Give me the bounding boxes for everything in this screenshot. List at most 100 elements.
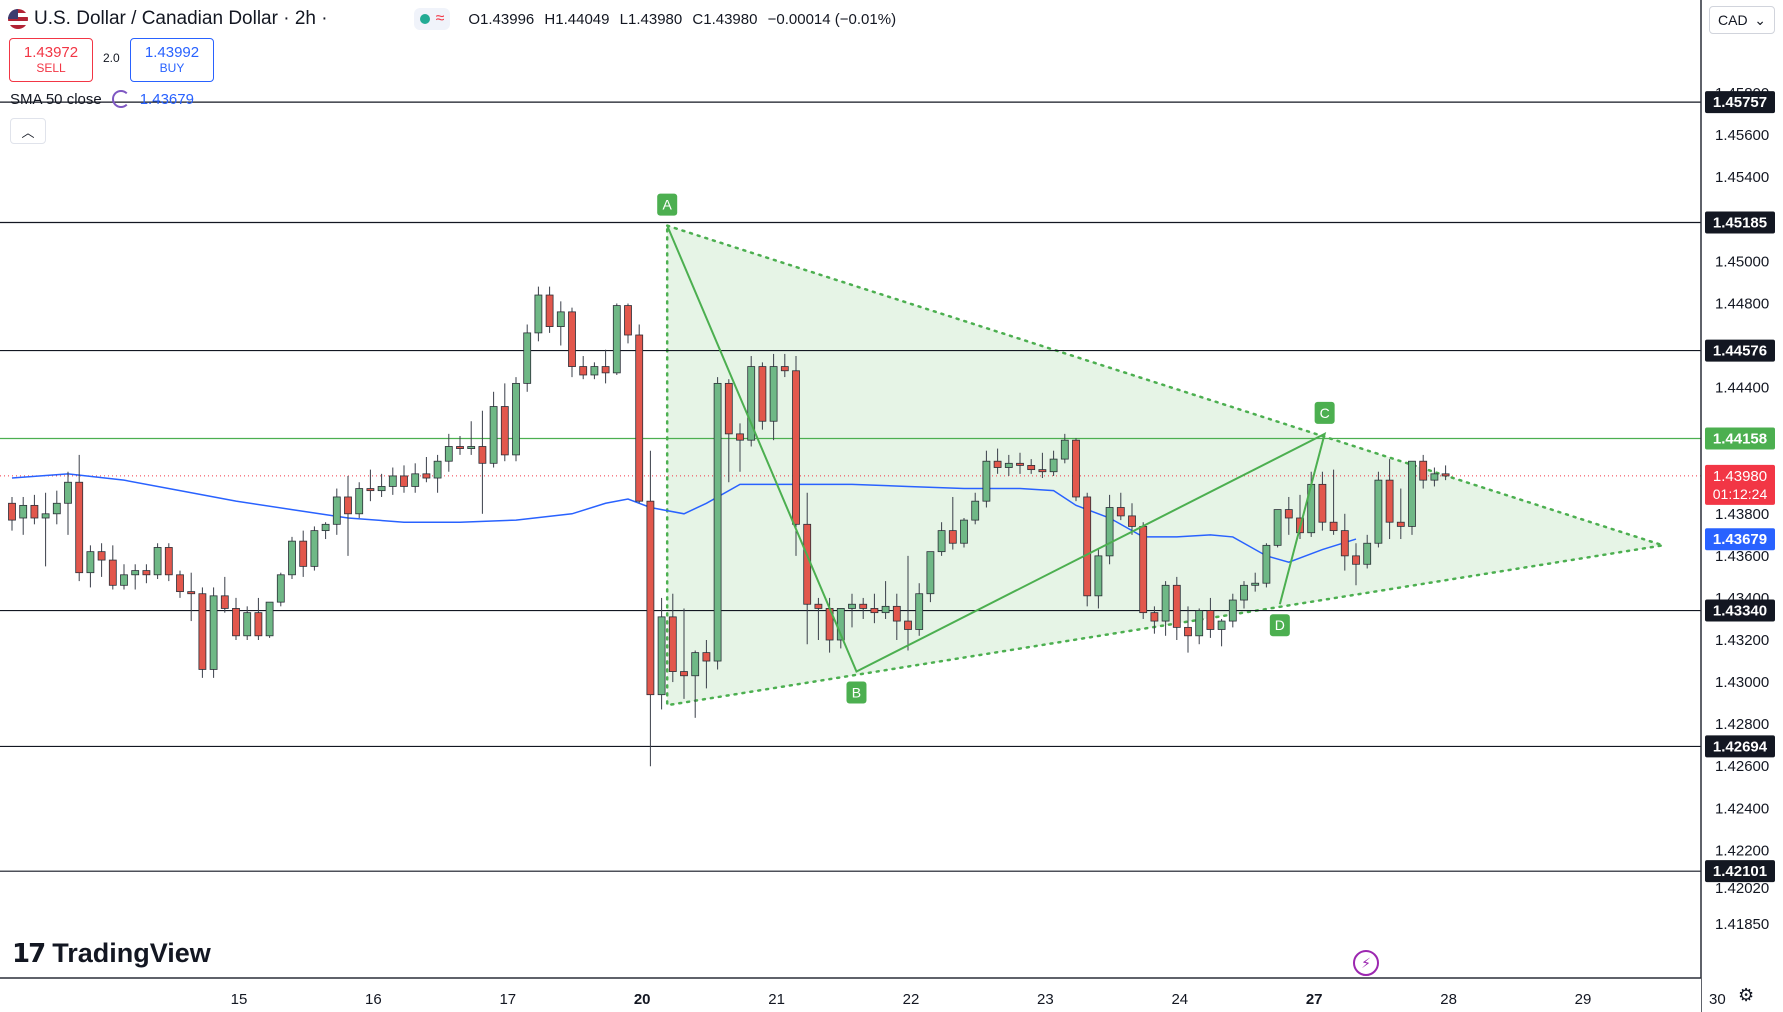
candle-body xyxy=(277,575,284,602)
candle xyxy=(580,356,587,379)
candle xyxy=(445,434,452,472)
buy-label: BUY xyxy=(160,62,185,75)
pattern-point-label: D xyxy=(1275,617,1285,633)
candle-body xyxy=(31,505,38,518)
x-tick-label: 20 xyxy=(634,991,651,1008)
candle xyxy=(233,598,240,640)
y-tick-label: 1.43600 xyxy=(1715,548,1769,565)
candle xyxy=(98,543,105,577)
indicator-value: 1.43679 xyxy=(140,91,194,108)
sell-price: 1.43972 xyxy=(24,45,78,62)
candle xyxy=(434,455,441,493)
level-price-label[interactable]: 1.42694 xyxy=(1705,735,1775,757)
candle-body xyxy=(893,606,900,621)
ohlc-readout: O1.43996 H1.44049 L1.43980 C1.43980 −0.0… xyxy=(468,11,902,28)
candle-body xyxy=(1285,510,1292,518)
candle xyxy=(333,489,340,535)
candle-body xyxy=(569,312,576,367)
candle-body xyxy=(501,407,508,455)
candle-body xyxy=(927,552,934,594)
symbol-title[interactable]: U.S. Dollar / Canadian Dollar · 2h · xyxy=(34,8,328,30)
ohlc-low: L1.43980 xyxy=(620,11,683,28)
candle-body xyxy=(1173,585,1180,627)
candle-body xyxy=(20,505,27,518)
candle-body xyxy=(1151,613,1158,621)
pattern-point-label: A xyxy=(663,197,673,213)
pattern-point-c[interactable]: C xyxy=(1315,402,1335,424)
level-price-label[interactable]: 1.42101 xyxy=(1705,860,1775,882)
candle-body xyxy=(658,617,665,695)
candle xyxy=(613,303,620,375)
candle-body xyxy=(367,489,374,491)
y-tick-label: 1.42600 xyxy=(1715,758,1769,775)
pattern-point-a[interactable]: A xyxy=(657,194,677,216)
collapse-legend-button[interactable]: ︿ xyxy=(10,118,46,144)
candle-body xyxy=(905,621,912,629)
level-price-label-text: 1.45757 xyxy=(1713,94,1767,111)
candle-body xyxy=(300,541,307,566)
candle-body xyxy=(210,596,217,670)
market-status[interactable]: ≈ xyxy=(414,8,451,30)
y-tick-label: 1.41850 xyxy=(1715,916,1769,933)
level-price-label[interactable]: 1.43340 xyxy=(1705,600,1775,622)
candle-body xyxy=(121,575,128,586)
candle-body xyxy=(692,653,699,676)
buy-price: 1.43992 xyxy=(145,45,199,62)
symbol-header[interactable]: U.S. Dollar / Canadian Dollar · 2h · ≈ O… xyxy=(8,6,902,32)
level-price-label-text: 1.44158 xyxy=(1713,430,1767,447)
candle xyxy=(221,577,228,613)
y-tick-label: 1.43200 xyxy=(1715,632,1769,649)
currency-value: CAD xyxy=(1718,12,1748,28)
level-price-label[interactable]: 1.45185 xyxy=(1705,211,1775,233)
candle-body xyxy=(1442,474,1449,476)
countdown-text: 01:12:24 xyxy=(1713,486,1768,502)
sma-price-label[interactable]: 1.43679 xyxy=(1705,528,1775,550)
candle-body xyxy=(457,446,464,448)
chevron-up-icon: ︿ xyxy=(21,122,34,141)
level-price-label[interactable]: 1.44158 xyxy=(1705,427,1775,449)
candle-body xyxy=(849,604,856,608)
candle xyxy=(569,308,576,377)
candle-body xyxy=(1397,522,1404,526)
y-tick-label: 1.42800 xyxy=(1715,716,1769,733)
candle-body xyxy=(1129,516,1136,527)
sell-button[interactable]: 1.43972 SELL xyxy=(9,38,93,82)
candle xyxy=(546,287,553,333)
level-price-label[interactable]: 1.44576 xyxy=(1705,340,1775,362)
candle xyxy=(557,301,564,345)
buy-button[interactable]: 1.43992 BUY xyxy=(130,38,214,82)
tradingview-logo[interactable]: 17 TradingView xyxy=(12,938,211,969)
candle xyxy=(367,470,374,502)
candle-body xyxy=(356,489,363,514)
candle-body xyxy=(770,367,777,422)
candle-body xyxy=(445,446,452,461)
candle xyxy=(658,598,665,709)
candle xyxy=(759,362,766,429)
candle xyxy=(501,383,508,461)
bolt-icon[interactable]: ⚡ xyxy=(1353,950,1379,976)
candle-body xyxy=(804,524,811,604)
x-tick-label: 23 xyxy=(1037,991,1054,1008)
settings-icon[interactable]: ⚙ xyxy=(1738,985,1754,1006)
candle-body xyxy=(109,560,116,585)
candle-body xyxy=(591,367,598,375)
currency-selector[interactable]: CAD ⌄ xyxy=(1709,6,1775,34)
current-price-label[interactable]: 1.4398001:12:24 xyxy=(1705,465,1775,505)
pattern-point-b[interactable]: B xyxy=(846,682,866,704)
candle-body xyxy=(389,476,396,487)
refresh-icon[interactable] xyxy=(112,90,130,108)
pattern-point-d[interactable]: D xyxy=(1270,614,1290,636)
candle xyxy=(1375,472,1382,548)
candle-body xyxy=(165,547,172,574)
indicator-legend[interactable]: SMA 50 close 1.43679 xyxy=(10,90,194,108)
candle-body xyxy=(669,617,676,672)
level-price-label[interactable]: 1.45757 xyxy=(1705,91,1775,113)
x-tick-label: 30 xyxy=(1709,991,1726,1008)
candle xyxy=(154,543,161,579)
candle-body xyxy=(1409,461,1416,526)
candle xyxy=(109,545,116,589)
candle xyxy=(1263,543,1270,587)
level-price-label-text: 1.45185 xyxy=(1713,214,1767,231)
candle-body xyxy=(1039,470,1046,472)
